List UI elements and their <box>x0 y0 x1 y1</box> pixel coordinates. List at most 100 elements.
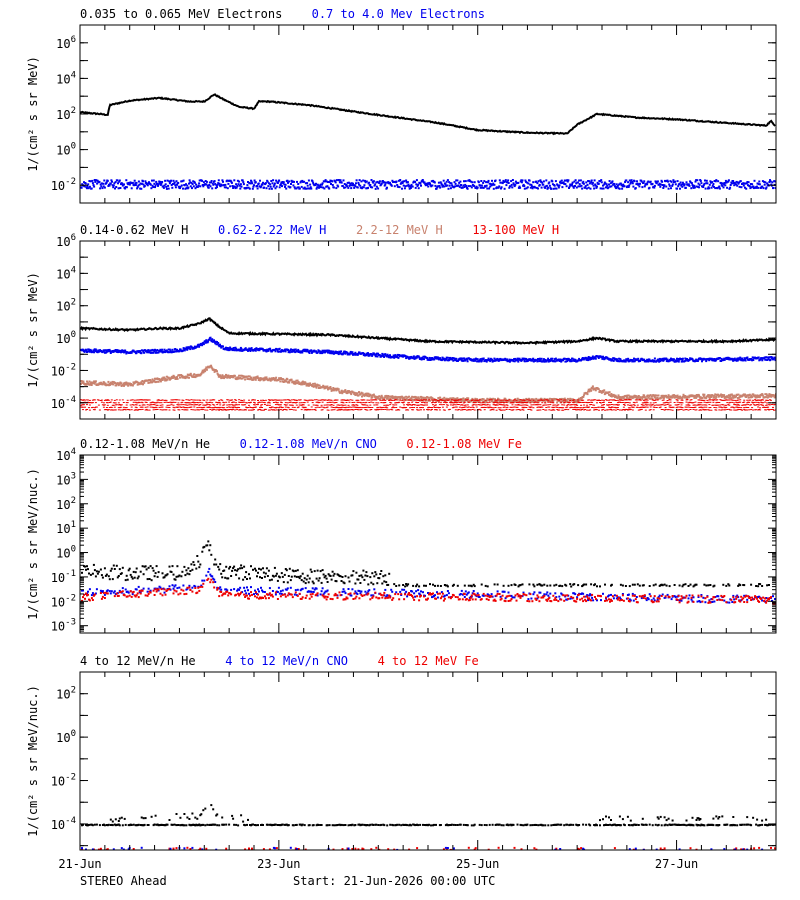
data-point <box>455 406 458 408</box>
data-point <box>470 180 473 183</box>
data-point <box>679 187 681 190</box>
data-point <box>461 186 464 189</box>
data-point <box>563 397 566 400</box>
data-point <box>630 404 633 406</box>
data-point <box>121 350 124 353</box>
data-point <box>185 183 187 186</box>
data-point <box>699 404 702 406</box>
data-point <box>353 186 356 189</box>
data-point <box>769 404 771 406</box>
data-point <box>710 357 713 360</box>
data-point <box>461 359 464 362</box>
data-point <box>740 407 743 409</box>
data-point <box>701 407 704 409</box>
data-point <box>691 184 694 186</box>
data-point <box>431 407 433 408</box>
data-point <box>401 397 404 399</box>
data-point <box>192 185 195 188</box>
data-point <box>380 394 383 397</box>
data-point <box>429 182 431 185</box>
data-point <box>713 359 715 362</box>
data-point <box>206 184 209 187</box>
data-point <box>220 409 223 410</box>
data-point <box>516 359 519 362</box>
data-point <box>263 186 266 189</box>
data-point <box>551 398 554 401</box>
data-point <box>609 185 612 188</box>
data-point <box>539 404 542 406</box>
data-point <box>168 409 171 411</box>
data-point <box>574 360 576 362</box>
data-point <box>300 402 303 404</box>
data-point <box>219 404 222 406</box>
data-point <box>383 404 386 406</box>
data-point <box>331 401 334 403</box>
data-point <box>765 393 768 396</box>
data-point <box>238 180 241 183</box>
data-point <box>86 187 88 190</box>
data-point <box>664 404 667 406</box>
data-point <box>352 184 355 187</box>
data-point <box>239 187 242 190</box>
data-point <box>622 396 625 399</box>
data-point <box>437 401 440 403</box>
data-point <box>217 373 220 376</box>
data-point <box>630 179 633 182</box>
data-point <box>498 185 501 188</box>
data-point <box>220 375 223 378</box>
data-point <box>452 359 455 362</box>
data-point <box>412 396 415 399</box>
data-point <box>567 179 570 182</box>
data-point <box>279 404 282 406</box>
data-point <box>236 404 239 406</box>
data-point <box>370 353 373 356</box>
data-point <box>600 356 603 359</box>
data-point <box>552 187 555 190</box>
data-point <box>365 406 368 408</box>
data-point <box>694 360 697 362</box>
data-point <box>264 376 267 379</box>
data-point <box>216 343 219 346</box>
data-point <box>193 406 196 408</box>
data-point <box>559 358 562 361</box>
data-point <box>401 354 404 357</box>
data-point <box>458 358 461 361</box>
data-point <box>550 187 553 190</box>
data-point <box>575 186 578 189</box>
data-point <box>523 187 526 190</box>
data-point <box>325 350 328 353</box>
data-point <box>476 358 479 361</box>
data-point <box>589 409 592 411</box>
data-point <box>287 407 290 409</box>
data-point <box>435 406 437 408</box>
data-point <box>288 351 291 354</box>
data-point <box>165 409 168 411</box>
data-point <box>375 352 378 355</box>
data-point <box>519 409 522 411</box>
data-point <box>676 359 679 362</box>
data-point <box>427 396 430 399</box>
data-point <box>219 343 221 346</box>
data-point <box>84 349 87 352</box>
data-point <box>553 184 556 187</box>
data-point <box>703 393 706 396</box>
data-point <box>506 406 509 408</box>
data-point <box>241 374 244 377</box>
data-point <box>554 360 557 363</box>
data-point <box>568 358 570 361</box>
data-point <box>326 402 329 404</box>
data-point <box>597 182 600 185</box>
data-point <box>593 179 596 182</box>
data-point <box>671 409 674 411</box>
data-point <box>372 402 375 404</box>
data-point <box>367 392 370 395</box>
data-point <box>593 407 596 409</box>
data-point <box>392 406 395 408</box>
data-point <box>571 357 574 360</box>
data-point <box>297 186 300 189</box>
data-point <box>577 407 580 409</box>
data-point <box>463 409 466 410</box>
data-point <box>319 352 322 355</box>
data-point <box>577 400 580 402</box>
data-point <box>678 358 681 361</box>
